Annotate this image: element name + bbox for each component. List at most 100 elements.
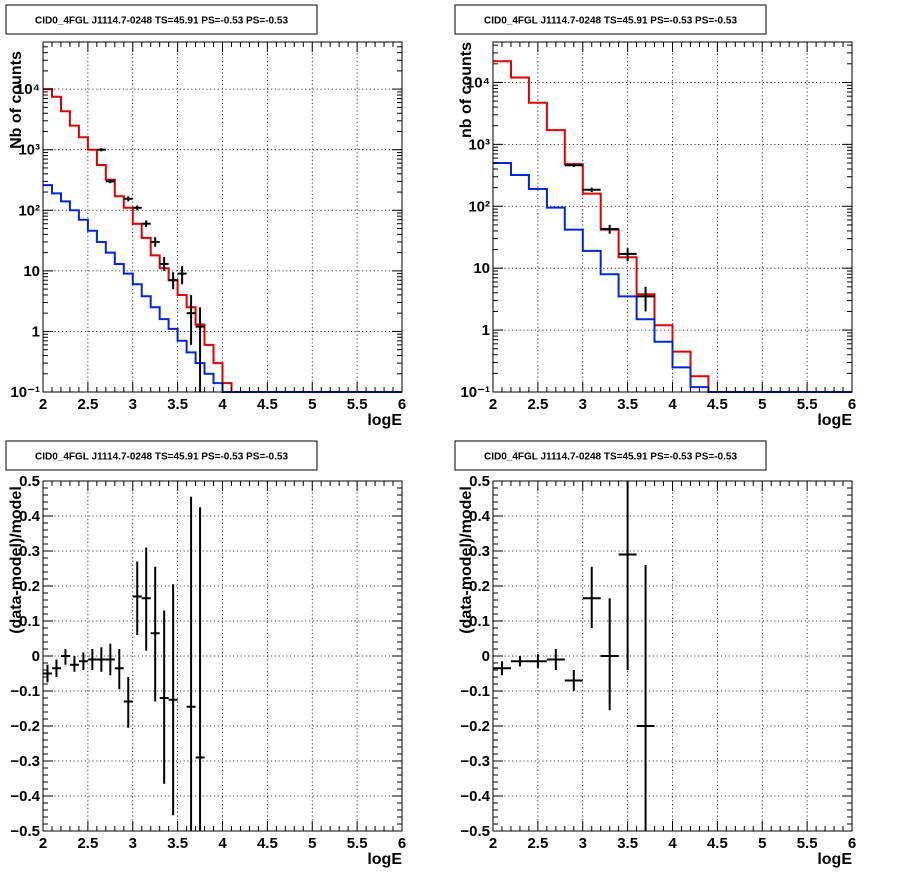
data-point <box>123 677 133 728</box>
x-tick-label: 3 <box>129 835 137 852</box>
data-point <box>96 647 106 672</box>
y-tick-label: −0.4 <box>460 788 490 805</box>
y-tick-label: 0.5 <box>469 473 490 490</box>
data-point <box>150 237 160 247</box>
y-tick-label: −0.5 <box>10 823 40 840</box>
chart-title-box <box>5 440 318 471</box>
y-axis-title: (data-model)/model <box>8 486 25 634</box>
y-tick-label: 10⁴ <box>466 74 490 91</box>
data-point <box>186 294 196 345</box>
x-tick-label: 6 <box>848 396 856 413</box>
data-point <box>123 196 133 202</box>
data-point <box>159 610 169 784</box>
x-axis-title: logE <box>367 851 402 868</box>
data-point <box>636 286 655 312</box>
y-tick-label: 10² <box>18 202 40 219</box>
data-point <box>510 656 529 667</box>
x-tick-label: 5 <box>758 835 766 852</box>
x-tick-label: 6 <box>848 835 856 852</box>
y-tick-label: 0 <box>32 648 40 665</box>
x-axis-title: logE <box>817 412 852 429</box>
chart-title: CID0_4FGL J1114.7-0248 TS=45.91 PS=-0.53… <box>484 452 737 463</box>
data-point <box>582 566 601 628</box>
x-tick-label: 3 <box>129 396 137 413</box>
x-tick-label: 3 <box>579 396 587 413</box>
x-tick-label: 6 <box>398 396 406 413</box>
y-tick-label: −0.4 <box>10 788 40 805</box>
x-tick-label: 5 <box>308 835 316 852</box>
data-point <box>132 205 142 211</box>
x-axis-title: logE <box>817 851 852 868</box>
x-tick-label: 5.5 <box>797 396 818 413</box>
y-tick-label: −0.1 <box>10 683 40 700</box>
x-tick-label: 2 <box>39 835 47 852</box>
data-point <box>177 266 187 285</box>
x-tick-label: 4 <box>668 396 677 413</box>
x-tick-label: 4.5 <box>707 835 728 852</box>
y-tick-label: 10³ <box>468 136 490 153</box>
x-tick-label: 4 <box>218 835 227 852</box>
y-axis-title: (data-model)/model <box>458 486 475 634</box>
y-tick-label: −0.2 <box>460 718 490 735</box>
y-tick-label: 0.2 <box>469 578 490 595</box>
x-tick-label: 3.5 <box>167 396 188 413</box>
chart-title-box <box>454 440 767 471</box>
x-tick-label: 2 <box>39 396 47 413</box>
chart-title-box <box>454 4 767 35</box>
data-point <box>96 148 106 152</box>
data-point <box>159 256 169 271</box>
data-point <box>618 481 637 670</box>
x-axis-title: logE <box>367 412 402 429</box>
x-tick-label: 5 <box>308 396 316 413</box>
chart-residuals-fine: CID0_4FGL J1114.7-0248 TS=45.91 PS=-0.53… <box>5 440 406 868</box>
y-tick-label: 0 <box>482 648 490 665</box>
data-point <box>168 584 178 816</box>
chart-spectrum-fine: CID0_4FGL J1114.7-0248 TS=45.91 PS=-0.53… <box>5 4 406 429</box>
chart-title: CID0_4FGL J1114.7-0248 TS=45.91 PS=-0.53… <box>35 16 288 27</box>
y-tick-label: 10⁴ <box>16 81 40 98</box>
y-tick-label: 0.1 <box>19 613 40 630</box>
x-tick-label: 3.5 <box>167 835 188 852</box>
y-tick-label: −0.3 <box>10 753 40 770</box>
x-tick-label: 2.5 <box>77 835 98 852</box>
y-tick-label: 10² <box>468 198 490 215</box>
x-tick-label: 5 <box>758 396 766 413</box>
y-tick-label: 0.2 <box>19 578 40 595</box>
data-point <box>141 547 151 651</box>
data-point <box>636 565 655 831</box>
data-point <box>105 643 115 676</box>
x-tick-label: 2.5 <box>527 835 548 852</box>
chart-residuals-coarse: CID0_4FGL J1114.7-0248 TS=45.91 PS=-0.53… <box>454 440 856 868</box>
data-point <box>78 652 88 670</box>
x-tick-label: 2.5 <box>527 396 548 413</box>
y-axis-title: nb of counts <box>458 42 475 138</box>
data-point <box>51 659 61 677</box>
x-tick-label: 2 <box>489 396 497 413</box>
data-point <box>141 220 151 227</box>
y-tick-label: 10 <box>473 260 490 277</box>
chart-title-box <box>5 4 318 35</box>
data-point <box>582 187 601 192</box>
data-point <box>618 248 637 262</box>
x-tick-label: 4.5 <box>257 835 278 852</box>
data-point <box>195 507 205 831</box>
x-tick-label: 4.5 <box>707 396 728 413</box>
x-tick-label: 5.5 <box>797 835 818 852</box>
data-point <box>546 649 565 670</box>
data-point <box>60 649 70 665</box>
y-tick-label: −0.5 <box>460 823 490 840</box>
chart-spectrum-coarse: CID0_4FGL J1114.7-0248 TS=45.91 PS=-0.53… <box>454 4 856 429</box>
data-point <box>600 598 619 711</box>
data-point <box>564 670 583 691</box>
data-point <box>132 561 142 635</box>
data-point <box>168 272 178 290</box>
x-tick-label: 2 <box>489 835 497 852</box>
chart-title: CID0_4FGL J1114.7-0248 TS=45.91 PS=-0.53… <box>484 16 737 27</box>
data-point <box>105 179 115 184</box>
x-tick-label: 5.5 <box>347 396 368 413</box>
y-tick-label: 0.4 <box>469 508 491 525</box>
data-point <box>564 163 583 168</box>
y-tick-label: 0.5 <box>19 473 40 490</box>
x-tick-label: 4 <box>218 396 227 413</box>
